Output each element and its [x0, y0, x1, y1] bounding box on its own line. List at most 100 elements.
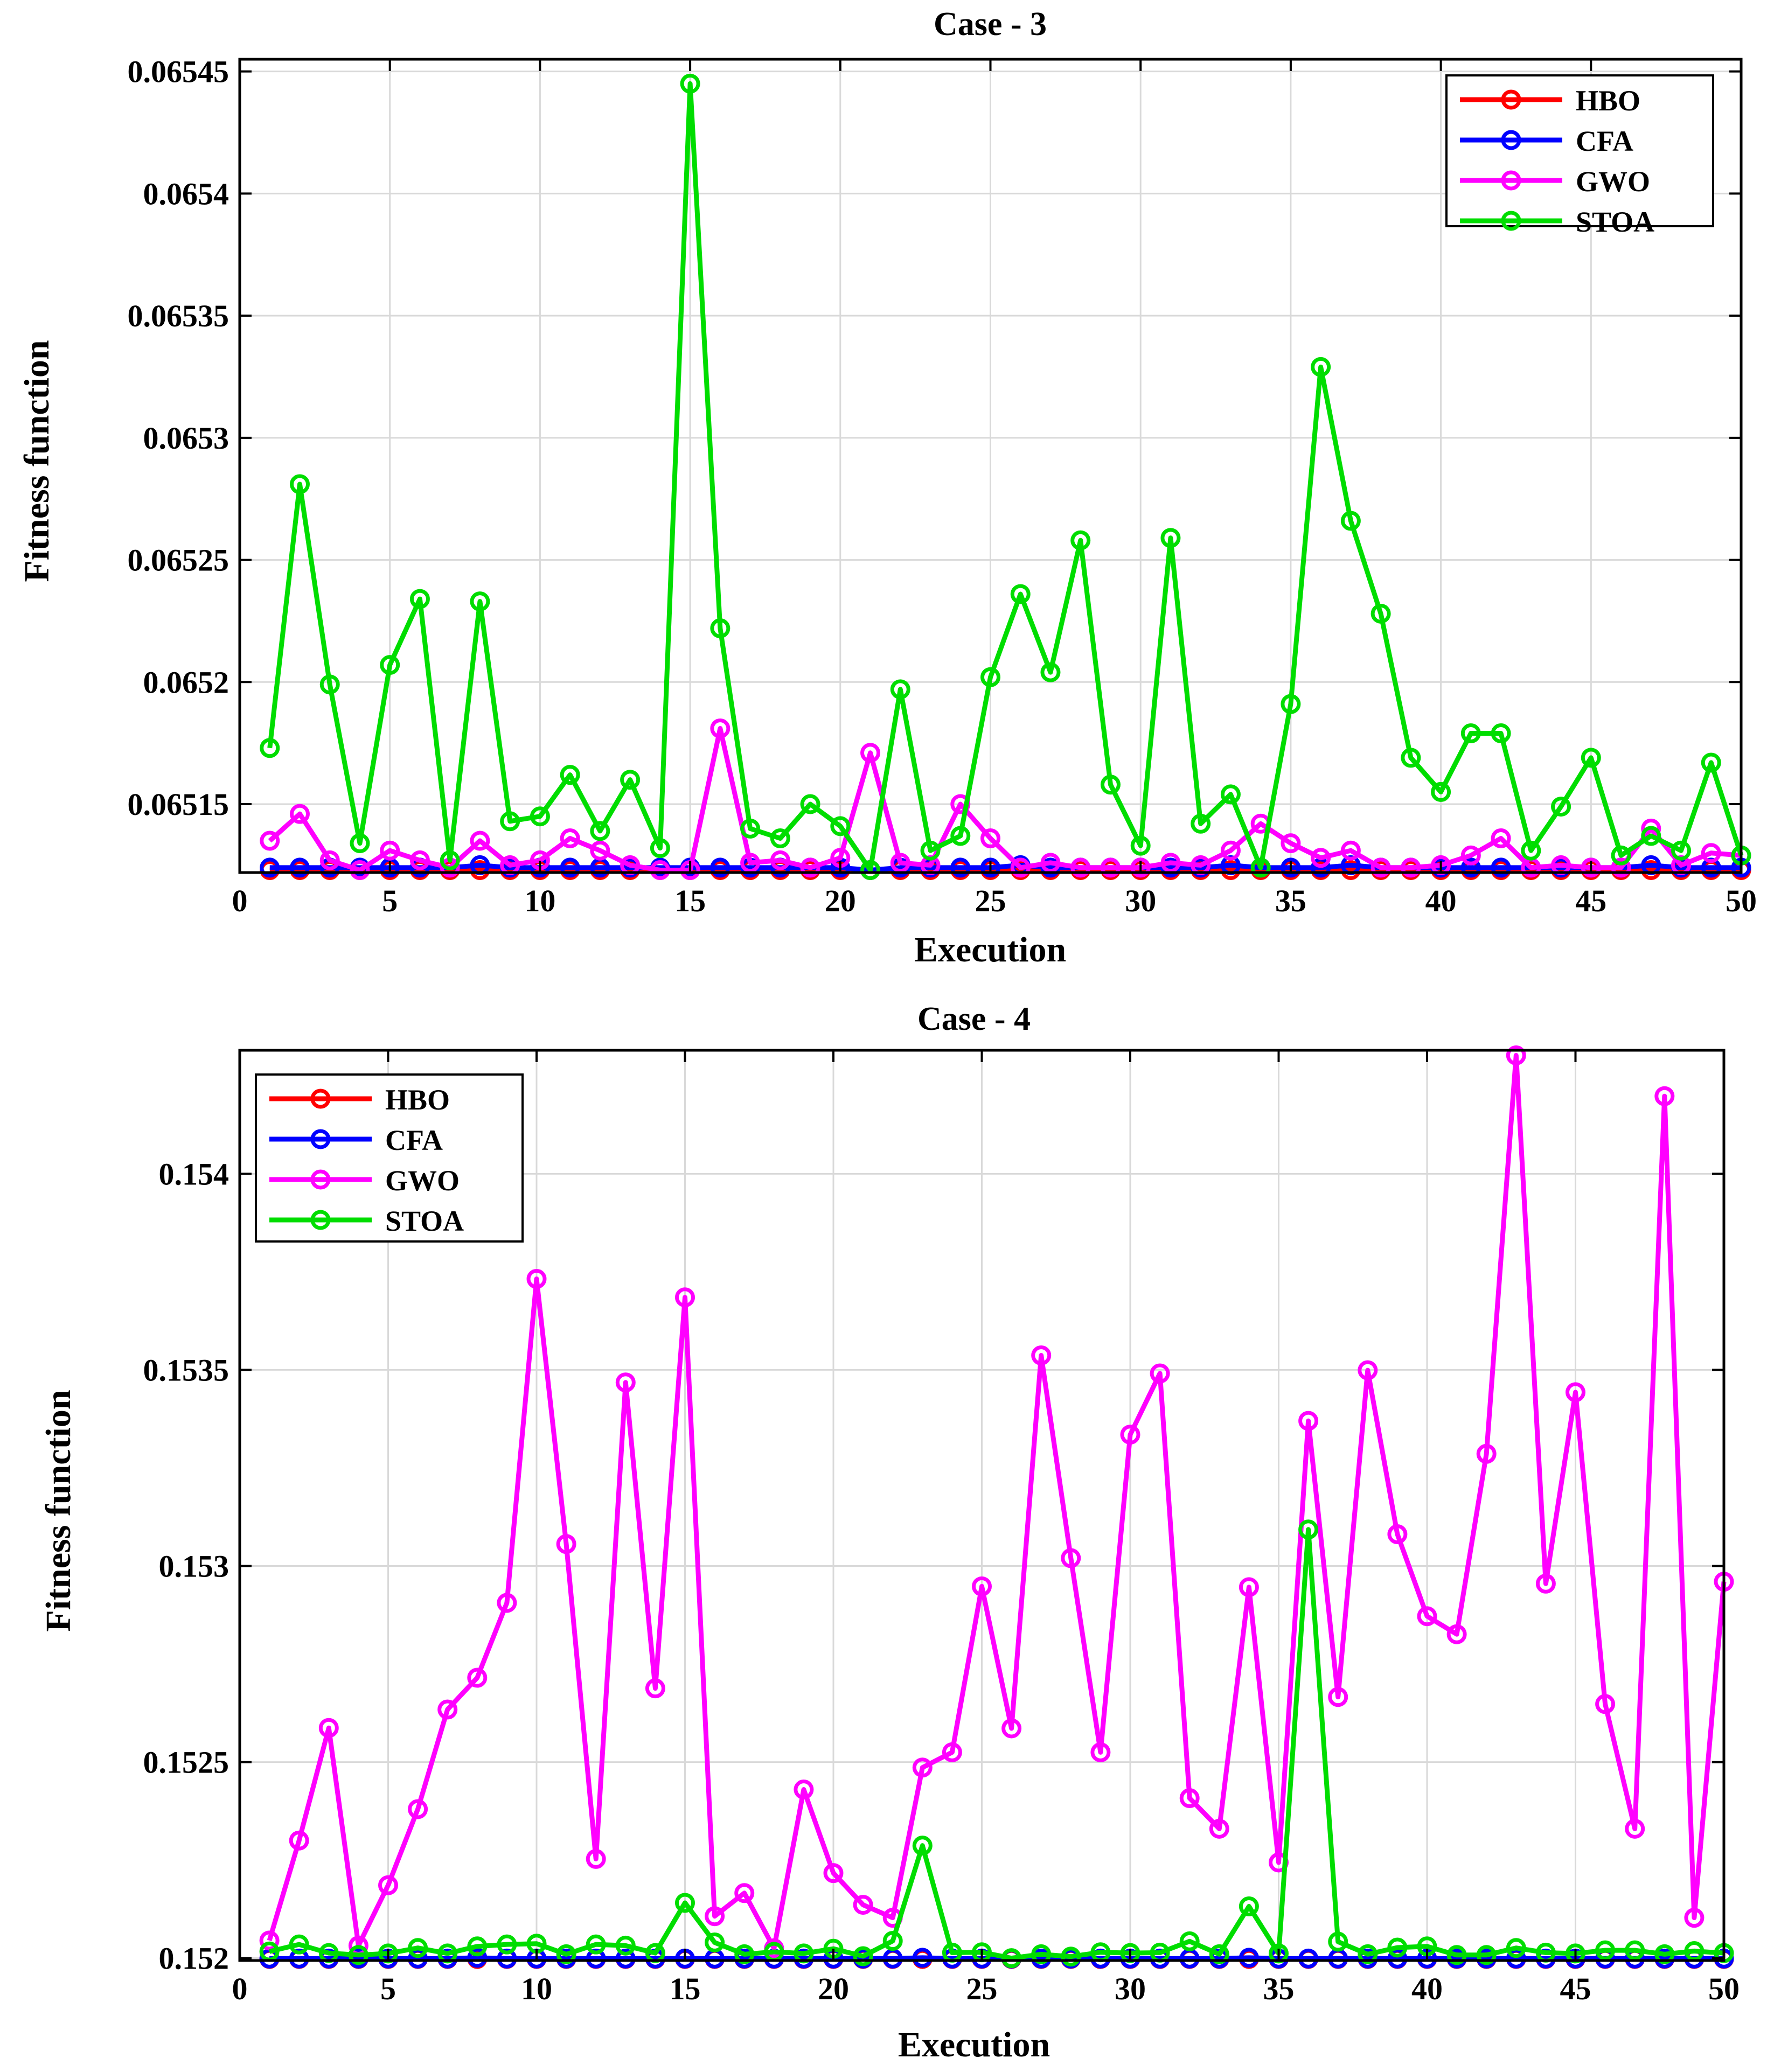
data-point-gwo: [615, 1372, 636, 1393]
data-point-cfa: [289, 857, 310, 878]
data-point-gwo: [1090, 1742, 1111, 1762]
legend-swatch-marker: [310, 1089, 331, 1109]
legend-swatch-marker: [310, 1169, 331, 1190]
data-point-gwo: [1040, 853, 1061, 873]
data-point-stoa: [710, 618, 731, 639]
data-point-gwo: [675, 1287, 695, 1308]
data-point-cfa: [710, 857, 731, 878]
data-point-gwo: [1506, 1045, 1526, 1065]
legend-item-gwo: GWO: [269, 1164, 460, 1197]
data-point-stoa: [1387, 1937, 1408, 1958]
data-point-gwo: [1358, 1360, 1378, 1380]
data-point-stoa: [830, 816, 851, 836]
data-point-stoa: [650, 838, 670, 859]
data-point-stoa: [675, 1893, 695, 1913]
legend-swatch-marker: [1501, 130, 1521, 150]
data-point-stoa: [1010, 584, 1031, 604]
data-point-gwo: [408, 1799, 428, 1819]
data-point-stoa: [1370, 603, 1391, 624]
x-tick-label: 5: [380, 1971, 396, 2006]
data-point-stoa: [1209, 1944, 1229, 1964]
series-stoa: [259, 1519, 1734, 1969]
data-point-stoa: [1358, 1944, 1378, 1964]
data-point-stoa: [408, 1938, 428, 1958]
data-point-stoa: [1100, 775, 1121, 795]
data-point-cfa: [560, 857, 580, 878]
series-gwo: [260, 718, 1751, 880]
x-tick-label: 50: [1708, 1971, 1740, 2006]
data-point-gwo: [1150, 1363, 1170, 1384]
data-point-gwo: [1010, 857, 1031, 878]
data-point-stoa: [1654, 1944, 1675, 1964]
x-tick-label: 30: [1115, 1971, 1146, 2006]
data-point-gwo: [1401, 857, 1421, 878]
data-point-stoa: [1070, 530, 1091, 550]
data-point-stoa: [853, 1946, 873, 1966]
data-point-stoa: [470, 591, 490, 612]
legend-label: GWO: [385, 1164, 460, 1197]
data-point-gwo: [1387, 1524, 1408, 1545]
series-line-stoa: [269, 1527, 1724, 1961]
data-point-stoa: [467, 1936, 488, 1957]
data-point-stoa: [1001, 1948, 1022, 1969]
data-point-gwo: [1209, 1818, 1229, 1839]
data-point-stoa: [770, 828, 790, 849]
data-point-gwo: [350, 860, 370, 880]
data-point-stoa: [440, 850, 460, 870]
series-stoa: [260, 73, 1751, 880]
data-point-gwo: [980, 828, 1000, 849]
data-point-gwo: [860, 743, 881, 763]
tick-labels: 0 5 10 15 20 25 30 35 40 45 50 0.06515 0.0652 0.06525…: [128, 54, 1757, 918]
data-point-stoa: [1671, 840, 1692, 861]
data-point-stoa: [740, 818, 761, 839]
legend-label: STOA: [385, 1205, 464, 1237]
data-point-gwo: [1701, 843, 1721, 863]
data-point-cfa: [1298, 1948, 1319, 1969]
data-point-cfa: [1491, 857, 1511, 878]
data-point-stoa: [1298, 1519, 1319, 1540]
series-line-gwo: [267, 1052, 1727, 1951]
data-point-gwo: [590, 840, 610, 861]
legend-label: CFA: [385, 1124, 443, 1156]
data-point-stoa: [497, 1934, 517, 1955]
y-tick-label: 0.153: [159, 1548, 229, 1583]
legend-swatch-marker: [310, 1210, 331, 1230]
legend-swatch-marker: [1501, 89, 1521, 110]
legend-item-cfa: CFA: [269, 1124, 443, 1156]
data-point-gwo: [1595, 1694, 1616, 1714]
data-point-stoa: [1581, 748, 1601, 768]
data-point-stoa: [1239, 1896, 1259, 1917]
legend-item-stoa: STOA: [1460, 206, 1654, 238]
data-point-cfa: [497, 1948, 517, 1969]
data-point-gwo: [740, 853, 761, 873]
x-tick-label: 25: [966, 1971, 998, 2006]
data-point-stoa: [289, 474, 310, 494]
y-tick-label: 0.06535: [128, 298, 229, 333]
data-point-gwo: [853, 1895, 873, 1915]
legend-label: HBO: [385, 1084, 450, 1116]
y-tick-label: 0.0653: [143, 421, 229, 456]
data-point-gwo: [1340, 840, 1361, 861]
data-point-gwo: [1061, 1548, 1081, 1568]
legend: HBO CFA GWO STOA: [255, 1073, 524, 1243]
data-point-cfa: [1387, 1948, 1408, 1969]
data-point-cfa: [1239, 1948, 1259, 1968]
legend-item-hbo: HBO: [269, 1084, 450, 1116]
data-point-gwo: [380, 840, 400, 861]
data-point-gwo: [1446, 1624, 1467, 1644]
x-tick-label: 40: [1411, 1971, 1443, 2006]
data-point-cfa: [1460, 857, 1481, 878]
y-tick-label: 0.154: [159, 1156, 229, 1191]
data-point-gwo: [1625, 1818, 1645, 1839]
data-point-stoa: [348, 1945, 368, 1965]
legend-swatch-marker: [1501, 211, 1521, 231]
tick-labels: 0 5 10 15 20 25 30 35 40 45 50 0.152 0.1525 0.153 0.15…: [143, 1050, 1740, 2006]
data-point-stoa: [1179, 1931, 1200, 1951]
data-point-stoa: [890, 679, 910, 700]
x-tick-label: 0: [232, 1971, 248, 2006]
data-point-stoa: [1476, 1945, 1497, 1965]
data-point-stoa: [1401, 748, 1421, 768]
data-point-stoa: [409, 589, 430, 609]
data-point-gwo: [1328, 1687, 1348, 1707]
